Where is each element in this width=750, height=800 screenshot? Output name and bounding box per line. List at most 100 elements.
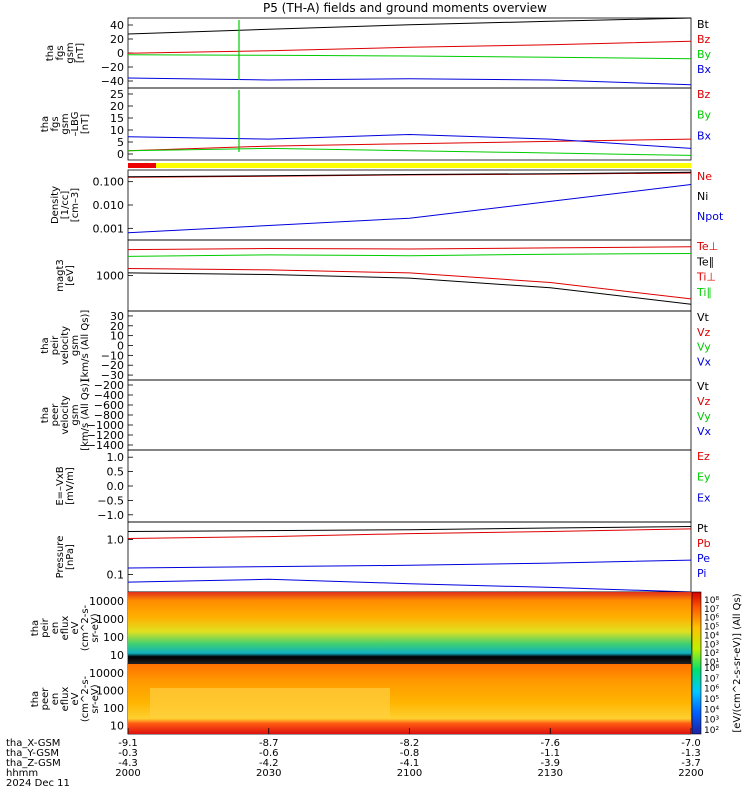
status-bar-red [128, 163, 156, 168]
ytick-label: 20 [110, 320, 124, 333]
ytick-label: −1200 [87, 429, 124, 442]
ytick-label: −30 [101, 369, 124, 382]
xtick-y: -0.6 [259, 748, 279, 759]
series-Pb [127, 528, 692, 539]
legend-Te∥: Te∥ [696, 255, 714, 268]
legend-Ex: Ex [697, 491, 711, 504]
ytick-label: 10 [110, 124, 124, 137]
plot-title: P5 (TH-A) fields and ground moments over… [263, 1, 547, 15]
ytick-label: −1000 [87, 419, 124, 432]
xaxis-row-label: tha_Y-GSM [6, 748, 59, 759]
series-Pt [127, 526, 692, 532]
ytick-label: 10 [110, 649, 124, 662]
series-Ni [127, 171, 692, 178]
ylabel-temp: magt3[eV] [55, 259, 76, 292]
xtick-t: 2000 [115, 768, 140, 779]
xtick-x: -8.7 [259, 738, 279, 749]
xaxis-row-label: tha_X-GSM [6, 738, 60, 749]
status-bar-yellow [156, 163, 691, 168]
legend-Ni: Ni [697, 190, 708, 203]
ytick-label: −800 [94, 409, 124, 422]
legend-Vz: Vz [697, 395, 711, 408]
ytick-label: −1.0 [97, 509, 124, 522]
legend-Pt: Pt [697, 522, 709, 535]
ytick-label: 25 [110, 88, 124, 101]
legend-Ti⊥: Ti⊥ [696, 271, 716, 284]
ytick-label: 0.100 [93, 176, 125, 189]
series-Pe [127, 559, 692, 569]
colorbar-tick-label: 10⁴ [704, 705, 719, 715]
panel-frame-temp [127, 239, 692, 312]
colorbar-tick-label: 10⁷ [704, 605, 719, 615]
ytick-label: 40 [110, 19, 124, 32]
legend-By: By [697, 109, 712, 122]
ylabel-pressure: Pressure[nPa] [55, 536, 76, 579]
ytick-label: 1000 [96, 684, 124, 697]
colorbar-tick-label: 10⁵ [704, 623, 719, 633]
legend-Ne: Ne [697, 170, 712, 183]
series-Bx [127, 77, 692, 86]
ytick-label: 0.0 [107, 480, 125, 493]
panel-frame-fgs_dsl [127, 87, 692, 161]
series-Pi [127, 578, 692, 593]
legend-Ti∥: Ti∥ [696, 286, 712, 299]
ytick-label: −400 [94, 389, 124, 402]
colorbar-tick-label: 10⁴ [704, 631, 719, 641]
xtick-z: -4.2 [259, 758, 279, 769]
ytick-label: 100 [103, 631, 124, 644]
ytick-label: 0.1 [107, 569, 125, 582]
colorbar-tick-label: 10⁵ [704, 695, 719, 705]
ytick-label: 0.010 [93, 199, 125, 212]
legend-Ey: Ey [697, 471, 711, 484]
panel-frame-pressure [127, 521, 692, 593]
xtick-t: 2200 [678, 768, 703, 779]
colorbar-tick-label: 10⁶ [704, 685, 719, 695]
ytick-label: 0 [117, 47, 124, 60]
ytick-label: 20 [110, 33, 124, 46]
ytick-label: 30 [110, 310, 124, 323]
series-Bx [127, 133, 692, 149]
ylabel-density: Density[1/cc][cm–3] [50, 186, 81, 224]
colorbar-tick-label: 10⁷ [704, 674, 719, 684]
legend-Pi: Pi [697, 567, 706, 580]
xtick-t: 2130 [538, 768, 563, 779]
legend-Vx: Vx [697, 355, 712, 368]
xaxis-row-label: 2024 Dec 11 [6, 778, 70, 789]
legend-Vz: Vz [697, 326, 711, 339]
xtick-x: -9.1 [118, 738, 138, 749]
xtick-y: -0.8 [400, 748, 420, 759]
ytick-label: 15 [110, 112, 124, 125]
xtick-x: -8.2 [400, 738, 420, 749]
xtick-x: -7.0 [681, 738, 701, 749]
xtick-z: -4.3 [118, 758, 138, 769]
series-Te∥ [127, 272, 692, 305]
ylabel-peer_vel: thapeervelocitygsm[km/s (All Qs)] [40, 379, 91, 451]
ytick-label: 5 [117, 136, 124, 149]
xtick-z: -3.7 [681, 758, 701, 769]
colorbar-tick-label: 10³ [704, 716, 719, 726]
ytick-label: 100 [103, 702, 124, 715]
legend-Vy: Vy [697, 341, 711, 354]
legend-Bx: Bx [697, 63, 712, 76]
panel-frame-fgs [127, 17, 692, 89]
series-Bz [127, 138, 692, 152]
ylabel-fgs: thafgsgsm[nT] [45, 42, 86, 63]
ylabel-peir_vel: thapeirvelocitygsm[km/s (All Qs)] [40, 310, 91, 382]
ylabel-peer_spec: thapeerenefluxeV(cm^2-s-sr-eV) [30, 675, 101, 722]
ylabel-fgs_dsl: thafgsgsm–LBG[nT] [40, 111, 91, 136]
ytick-label: −600 [94, 399, 124, 412]
colorbar-tick-label: 10⁶ [704, 614, 719, 624]
legend-Vy: Vy [697, 410, 711, 423]
legend-Pe: Pe [697, 552, 710, 565]
colorbar-label: [eV/(cm^2-s-sr-eV)] (All Qs) [732, 593, 743, 732]
ylabel-efield: E=–VxB[mV/m] [55, 466, 76, 505]
series-By [127, 54, 692, 60]
colorbar-tick-label: 10¹ [704, 658, 719, 668]
xtick-x: -7.6 [540, 738, 560, 749]
ytick-label: 10000 [89, 667, 124, 680]
legend-Pb: Pb [697, 537, 711, 550]
ytick-label: 1.0 [107, 451, 125, 464]
ytick-label: 1000 [96, 613, 124, 626]
